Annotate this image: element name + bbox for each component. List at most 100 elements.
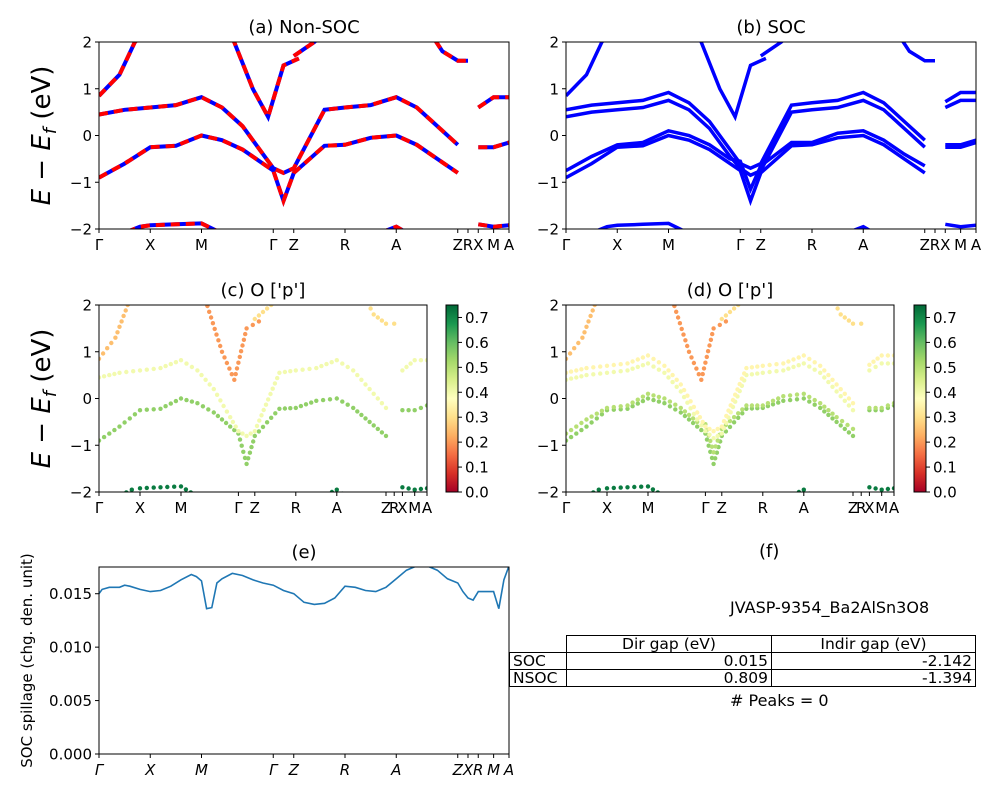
band-point (229, 372, 234, 377)
band-point (189, 364, 195, 370)
band-point (404, 364, 409, 370)
band-point (719, 431, 724, 436)
band-point (184, 397, 189, 403)
band-point (670, 379, 675, 385)
band-line-1 (566, 128, 926, 194)
band-point (211, 386, 216, 392)
band-point (206, 407, 211, 412)
band-point (776, 396, 781, 401)
band-point (635, 401, 640, 406)
band-point (605, 289, 609, 293)
y-tick-label: 0 (82, 127, 92, 145)
band-point (760, 370, 765, 375)
x-tick-label: Γ (269, 761, 279, 779)
band-point (264, 420, 270, 425)
band-point (891, 401, 894, 406)
y-tick-label: 0 (549, 127, 559, 145)
band-point (260, 424, 266, 430)
band-point (826, 412, 831, 418)
band-point (727, 424, 733, 430)
band-point (611, 362, 616, 368)
band-point (214, 332, 219, 337)
band-line-4 (566, 42, 605, 98)
x-tick-label: Z (756, 236, 766, 254)
band-point (630, 366, 635, 371)
x-tick-label: Z (452, 761, 464, 779)
table-cell: -2.142 (771, 652, 976, 670)
band-point (807, 399, 812, 404)
band-point (379, 401, 385, 406)
band-point (329, 489, 335, 492)
band-point (574, 375, 579, 380)
band-point (715, 433, 720, 439)
x-tick-label: M (875, 499, 888, 517)
band-point (807, 364, 812, 369)
band-point (770, 402, 776, 407)
band-point (205, 305, 210, 309)
x-tick-label: Γ (736, 236, 745, 254)
band-point (584, 365, 589, 371)
band-point (215, 413, 221, 419)
band-point (365, 301, 369, 305)
colorbar-tick-label: 0.7 (465, 309, 489, 327)
band-point (681, 394, 687, 400)
band-point (604, 370, 610, 375)
band-overlay-5 (433, 42, 468, 63)
x-tick-label: X (612, 236, 622, 254)
band-point (737, 381, 742, 387)
band-point (566, 377, 569, 382)
band-point (807, 394, 812, 400)
band-point (786, 366, 791, 371)
colorbar-tick-label: 0.0 (465, 484, 489, 502)
band-point (203, 377, 208, 382)
band-point (158, 485, 163, 490)
table-cell: -1.394 (771, 669, 976, 687)
band-point (774, 362, 779, 367)
band-point (782, 497, 786, 501)
band-point (122, 420, 127, 425)
band-overlay-8 (477, 222, 509, 229)
band-point (400, 368, 405, 373)
band-point (238, 349, 244, 354)
material-id: JVASP-9354_Ba2AlSn3O8 (730, 598, 930, 617)
band-point (885, 486, 891, 492)
band-point (651, 393, 656, 398)
x-tick-label: Z (288, 761, 300, 779)
band-point (105, 346, 110, 351)
y-tick-label: 2 (549, 34, 559, 52)
band-point (324, 361, 329, 367)
band-point (586, 319, 591, 324)
x-tick-label: M (954, 236, 967, 254)
band-point (885, 361, 891, 366)
y-tick-label: 2 (549, 297, 559, 315)
table-header-row: Dir gap (eV) Indir gap (eV) (510, 635, 976, 653)
band-point (237, 437, 243, 442)
band-point (726, 408, 731, 413)
band-line-1 (945, 138, 976, 147)
band-point (601, 294, 605, 298)
band-point (224, 409, 230, 414)
y-tick-label: −2 (70, 484, 92, 502)
band-point (850, 321, 856, 326)
band-point (645, 391, 651, 396)
band-point (781, 394, 786, 399)
band-point (107, 431, 112, 436)
band-point (254, 423, 260, 429)
band-point (796, 355, 801, 360)
band-point (625, 361, 630, 366)
x-tick-label: R (758, 499, 768, 517)
band-point (731, 415, 737, 420)
panel-title: (b) SOC (736, 17, 805, 38)
band-point (584, 372, 589, 378)
band-point (597, 298, 601, 302)
band-point (418, 405, 424, 411)
axes-frame (565, 304, 895, 493)
band-point (241, 337, 247, 342)
x-tick-label: A (391, 236, 402, 254)
band-point (850, 401, 856, 406)
band-point (268, 391, 273, 397)
band-point (424, 403, 427, 408)
band-point (195, 368, 200, 373)
band-point (334, 487, 339, 492)
band-point (346, 495, 350, 499)
